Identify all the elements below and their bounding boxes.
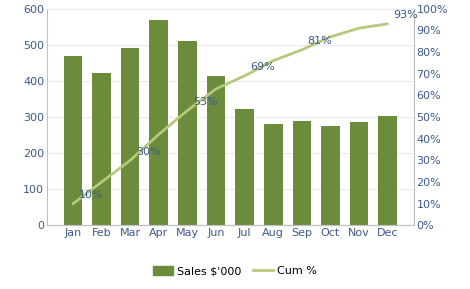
Bar (321, 126, 340, 225)
Bar (207, 76, 225, 225)
Bar (92, 73, 111, 225)
Text: 53%: 53% (193, 97, 218, 107)
Text: 69%: 69% (250, 62, 275, 72)
Bar (235, 109, 254, 225)
Text: 93%: 93% (393, 10, 418, 20)
Legend: Sales $'000, Cum %: Sales $'000, Cum % (149, 261, 321, 281)
Bar (149, 20, 168, 225)
Bar (350, 122, 368, 225)
Bar (121, 48, 140, 225)
Bar (264, 124, 282, 225)
Bar (378, 116, 397, 225)
Text: 10%: 10% (78, 190, 103, 200)
Text: 81%: 81% (307, 36, 332, 46)
Bar (63, 55, 82, 225)
Text: 30%: 30% (136, 147, 160, 157)
Bar (178, 41, 196, 225)
Bar (292, 121, 311, 225)
